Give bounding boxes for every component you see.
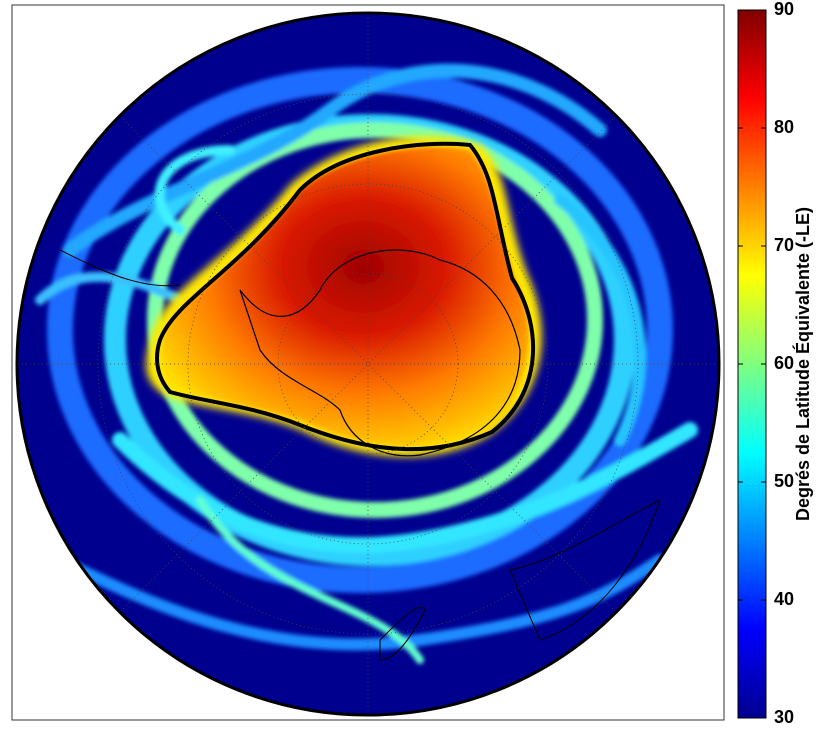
tick-label: 80 <box>774 117 794 137</box>
colorbar: 30 40 50 60 70 80 90 <box>737 0 794 727</box>
tick-label: 90 <box>774 0 794 19</box>
map <box>17 13 719 715</box>
map-border <box>15 11 721 717</box>
tick-label: 50 <box>774 471 794 491</box>
colorbar-label: Degrés de Latitude Équivalente (-LE) <box>792 207 813 521</box>
tick-label: 60 <box>774 353 794 373</box>
tick-label: 70 <box>774 235 794 255</box>
tick-label: 40 <box>774 589 794 609</box>
tick-label: 30 <box>774 707 794 727</box>
